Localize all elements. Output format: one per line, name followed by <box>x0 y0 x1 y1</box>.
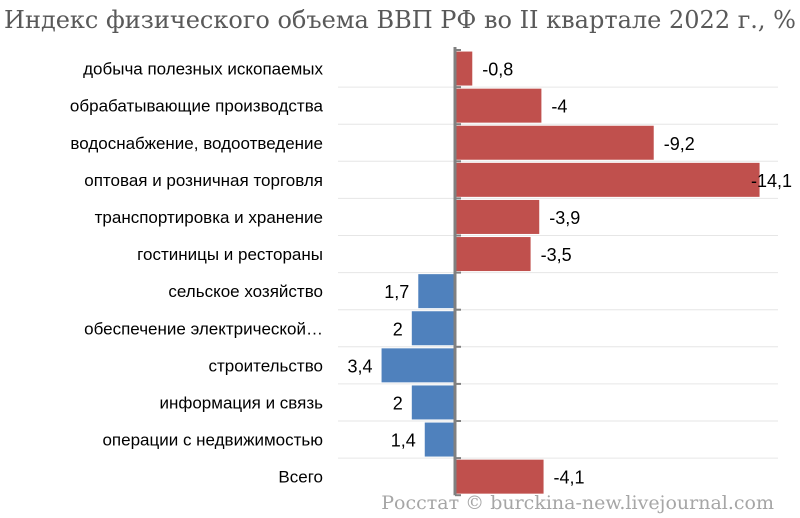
bar-row-3 <box>455 125 654 160</box>
category-label-row-6: гостиницы и рестораны <box>137 245 323 264</box>
chart-title: Индекс физического объема ВВП РФ во II к… <box>4 6 796 34</box>
value-label-row-11: 1,4 <box>391 431 416 451</box>
source-note: Росстат © burckina-new.livejournal.com <box>381 492 774 514</box>
zero-axis <box>453 47 461 497</box>
bar-row-2 <box>455 88 542 123</box>
row-separators <box>338 86 778 459</box>
value-label-row-12: -4,1 <box>554 468 585 488</box>
category-label-row-2: обрабатывающие производства <box>70 97 324 116</box>
bar-row-5 <box>455 199 540 234</box>
bar-row-8 <box>411 311 455 346</box>
category-label-row-4: оптовая и розничная торговля <box>84 171 323 190</box>
value-label-row-8: 2 <box>393 319 403 339</box>
category-label-row-12: Всего <box>278 468 323 487</box>
category-label-row-7: сельское хозяйство <box>168 282 323 301</box>
category-label-row-3: водоснабжение, водоотведение <box>70 134 323 153</box>
value-label-row-5: -3,9 <box>549 208 580 228</box>
bar-row-7 <box>418 274 455 309</box>
value-label-row-10: 2 <box>393 393 403 413</box>
category-label-row-11: операции с недвижимостью <box>102 431 323 450</box>
value-label-row-6: -3,5 <box>541 245 572 265</box>
category-label-row-10: информация и связь <box>159 393 323 412</box>
category-label-row-9: строительство <box>208 356 323 375</box>
bar-row-4 <box>455 162 760 197</box>
value-label-row-3: -9,2 <box>664 134 695 154</box>
value-label-row-1: -0,8 <box>482 60 513 80</box>
value-label-row-4: -14,1 <box>751 171 792 191</box>
bar-row-9 <box>381 348 455 383</box>
category-label-row-1: добыча полезных ископаемых <box>83 60 323 79</box>
category-labels: добыча полезных ископаемых обрабатывающие… <box>70 60 324 487</box>
value-labels: -0,8 -4 -9,2 -14,1 -3,9 -3,5 1,7 2 3,4 2 1,4 -4,1 <box>348 60 792 488</box>
bar-row-10 <box>411 385 455 420</box>
value-label-row-9: 3,4 <box>348 356 373 376</box>
bars <box>381 51 760 494</box>
bar-row-6 <box>455 237 531 272</box>
category-label-row-5: транспортировка и хранение <box>95 208 323 227</box>
value-label-row-7: 1,7 <box>384 282 409 302</box>
category-label-row-8: обеспечение электрической… <box>84 319 323 338</box>
bar-row-11 <box>424 422 455 457</box>
bar-row-1 <box>455 51 473 86</box>
value-label-row-2: -4 <box>551 97 567 117</box>
bar-row-12 <box>455 459 544 494</box>
